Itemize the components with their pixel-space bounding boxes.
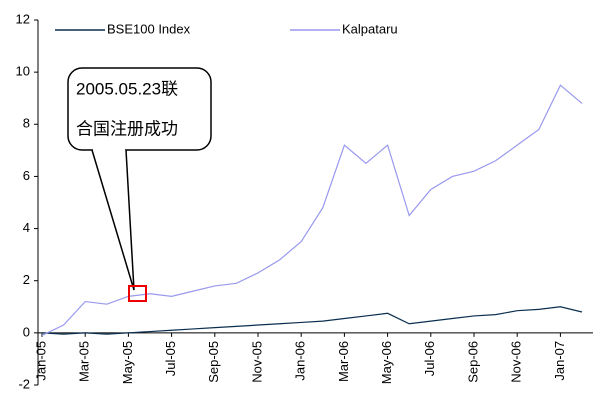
y-tick-label: 4 [23, 220, 30, 235]
x-tick-label: Sep-06 [465, 341, 480, 383]
x-tick-label: Jan-06 [293, 341, 308, 381]
y-tick-label: 6 [23, 168, 30, 183]
callout-text: 合国注册成功 [76, 119, 178, 138]
y-tick-label: 0 [23, 324, 30, 339]
highlight-box [128, 285, 147, 302]
x-tick-label: Mar-05 [77, 341, 92, 382]
legend-label: BSE100 Index [107, 21, 191, 36]
callout-box [67, 67, 212, 151]
y-tick-label: 10 [16, 64, 30, 79]
x-tick-label: Nov-06 [509, 341, 524, 383]
x-tick-label: Jan-05 [33, 341, 48, 381]
x-tick-label: Mar-06 [336, 341, 351, 382]
x-tick-label: May-05 [120, 341, 135, 384]
y-tick-label: 12 [16, 11, 30, 26]
x-tick-label: Jan-07 [552, 341, 567, 381]
x-tick-label: Jul-06 [422, 341, 437, 376]
x-tick-label: Sep-05 [206, 341, 221, 383]
y-tick-label: 8 [23, 116, 30, 131]
callout-text: 2005.05.23联 [76, 79, 178, 98]
x-tick-label: May-06 [379, 341, 394, 384]
x-tick-label: Jul-05 [163, 341, 178, 376]
legend-label: Kalpataru [342, 21, 398, 36]
series-line [41, 84, 583, 337]
series-line [41, 306, 583, 335]
x-tick-label: Nov-05 [249, 341, 264, 383]
y-tick-label: -2 [18, 376, 30, 391]
y-tick-label: 2 [23, 272, 30, 287]
callout-pointer [91, 149, 135, 291]
